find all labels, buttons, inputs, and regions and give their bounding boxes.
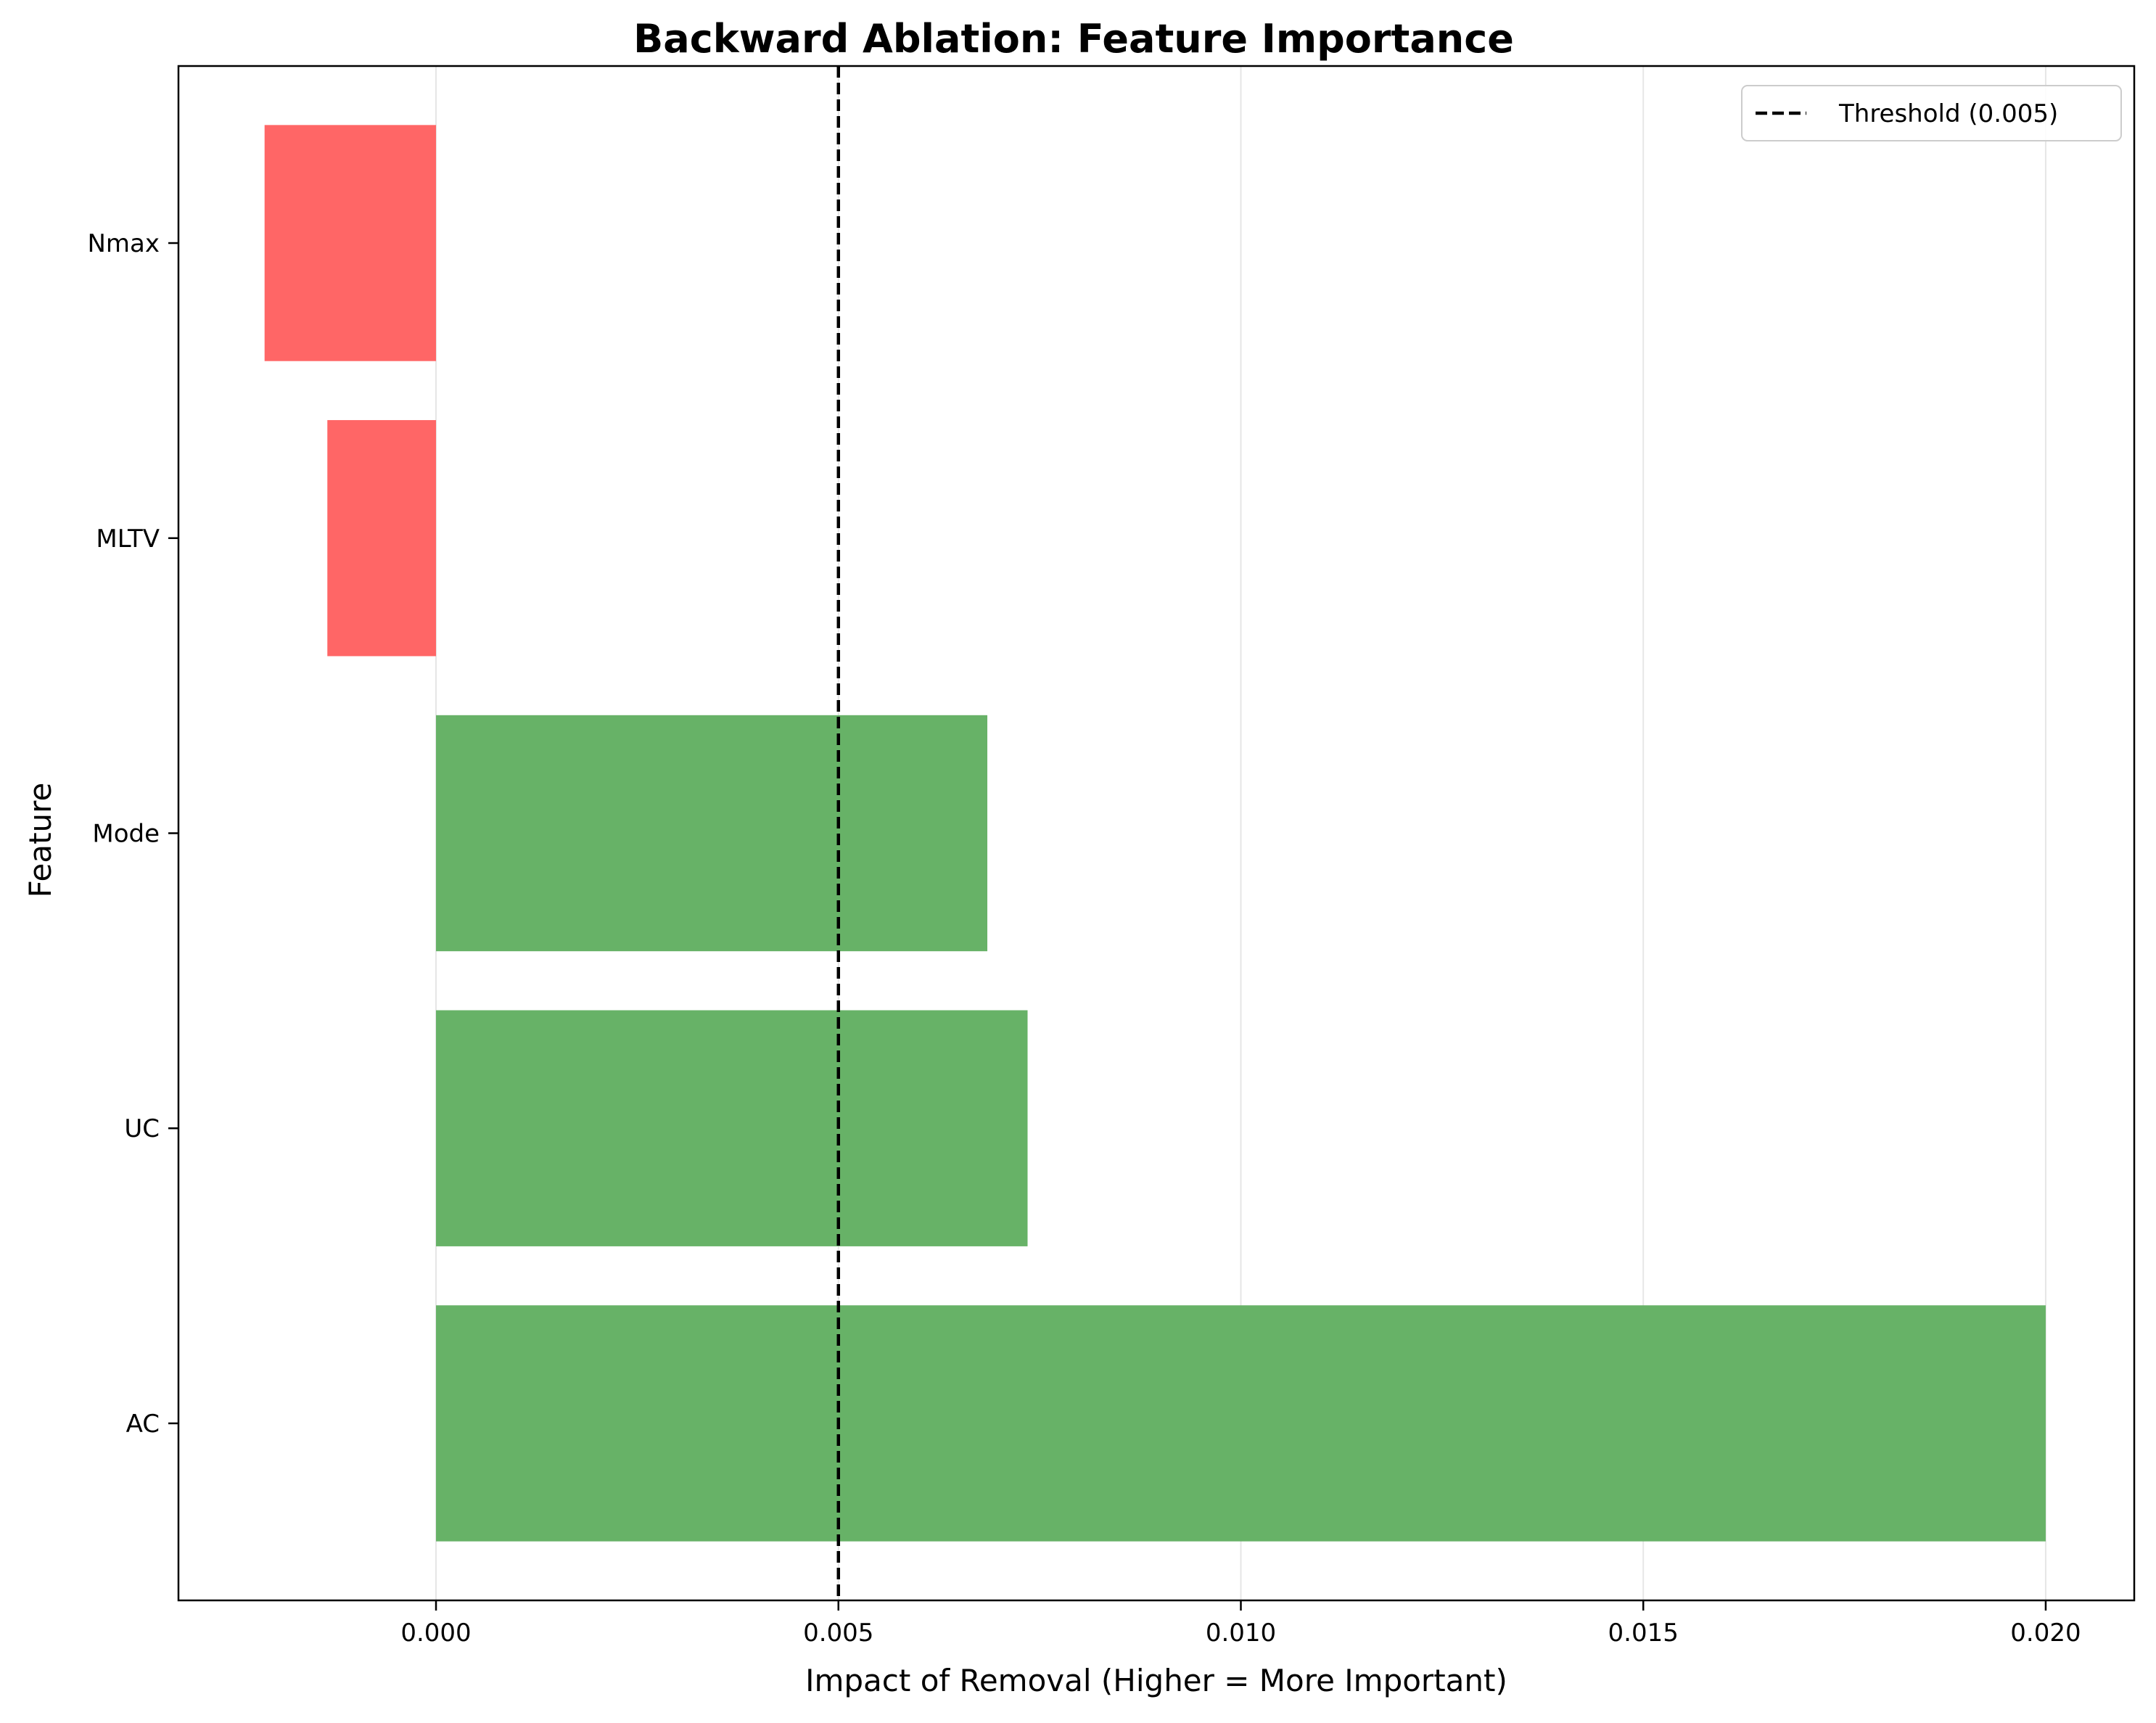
legend: Threshold (0.005) [1741,85,2122,141]
chart-title: Backward Ablation: Feature Importance [633,16,1514,62]
legend-threshold-label: Threshold (0.005) [1838,99,2058,128]
bar-uc [436,1010,1028,1246]
x-tick-label: 0.015 [1608,1619,1679,1648]
y-tick-label: UC [124,1114,160,1143]
x-axis-label: Impact of Removal (Higher = More Importa… [805,1663,1507,1698]
x-tick-label: 0.020 [2010,1619,2081,1648]
x-axis-ticks: 0.000 0.005 0.010 0.015 0.020 [400,1600,2081,1648]
y-axis-ticks: AC UC Mode MLTV Nmax [87,229,178,1439]
x-tick-label: 0.005 [803,1619,873,1648]
bar-mode [436,715,988,952]
y-tick-label: MLTV [96,525,160,554]
y-tick-label: AC [126,1410,160,1439]
bars [264,125,2046,1542]
bar-ac [436,1305,2046,1542]
bar-nmax [264,125,437,361]
legend-box [1741,85,2122,141]
y-tick-label: Mode [92,820,160,849]
x-tick-label: 0.000 [400,1619,471,1648]
y-axis-label: Feature [22,783,58,898]
bar-mltv [327,420,437,657]
x-tick-label: 0.010 [1206,1619,1276,1648]
y-tick-label: Nmax [87,229,160,258]
